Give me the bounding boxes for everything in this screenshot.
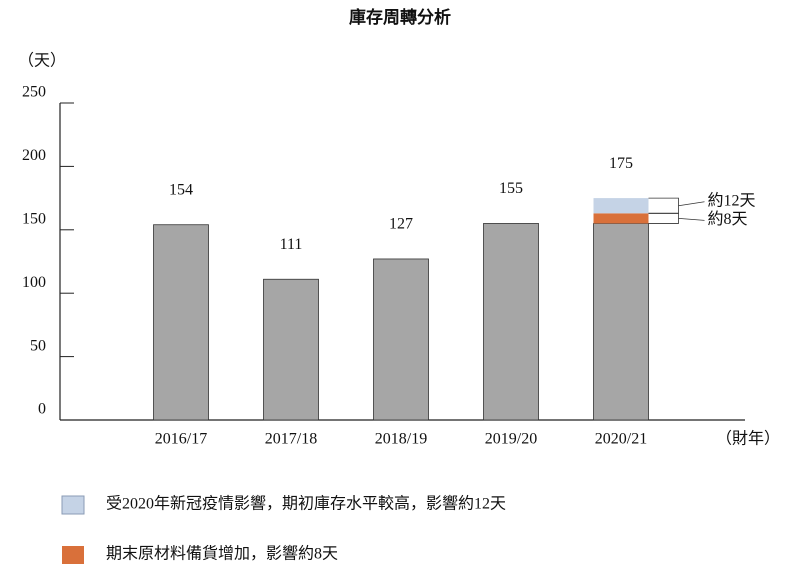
total-label: 111: [280, 236, 303, 253]
x-tick-label: 2020/21: [595, 431, 647, 448]
bar-segment: [373, 258, 429, 421]
annotation-bracket: [648, 197, 679, 214]
y-tick-label: 250: [22, 84, 46, 101]
y-tick-label: 0: [38, 401, 46, 418]
y-axis-label: （天）: [18, 52, 66, 70]
x-tick-label: 2018/19: [375, 431, 427, 448]
x-tick-label: 2016/17: [155, 431, 207, 448]
x-tick-label: 2017/18: [265, 431, 317, 448]
annotation-leader: [678, 217, 705, 221]
annotation-leader: [678, 201, 705, 207]
bar-segment: [593, 223, 649, 421]
total-label: 155: [499, 180, 523, 197]
legend-swatch: [62, 546, 84, 564]
y-tick-label: 200: [22, 147, 46, 164]
bar-segment: [483, 223, 539, 421]
x-tick-label: 2019/20: [485, 431, 537, 448]
bar-segment: [263, 278, 319, 421]
total-label: 175: [609, 155, 633, 172]
y-tick-label: 100: [22, 274, 46, 291]
annotation-bracket: [648, 212, 679, 224]
legend-swatch: [61, 495, 85, 515]
bar-segment: [153, 224, 209, 421]
chart-title: 庫存周轉分析: [349, 7, 451, 28]
x-axis-label: （財年）: [716, 430, 780, 448]
legend-label: 受2020年新冠疫情影響，期初庫存水平較高，影響約12天: [106, 495, 506, 513]
total-label: 127: [389, 216, 413, 233]
annotation: 約8天: [708, 210, 748, 228]
bar-segment: [593, 198, 649, 214]
annotation: 約12天: [708, 191, 756, 209]
bar-segment: [593, 213, 649, 224]
y-tick-label: 150: [22, 210, 46, 227]
y-tick-label: 50: [30, 337, 46, 354]
total-label: 154: [169, 181, 193, 198]
legend-label: 期末原材料備貨增加，影響約8天: [106, 545, 338, 563]
